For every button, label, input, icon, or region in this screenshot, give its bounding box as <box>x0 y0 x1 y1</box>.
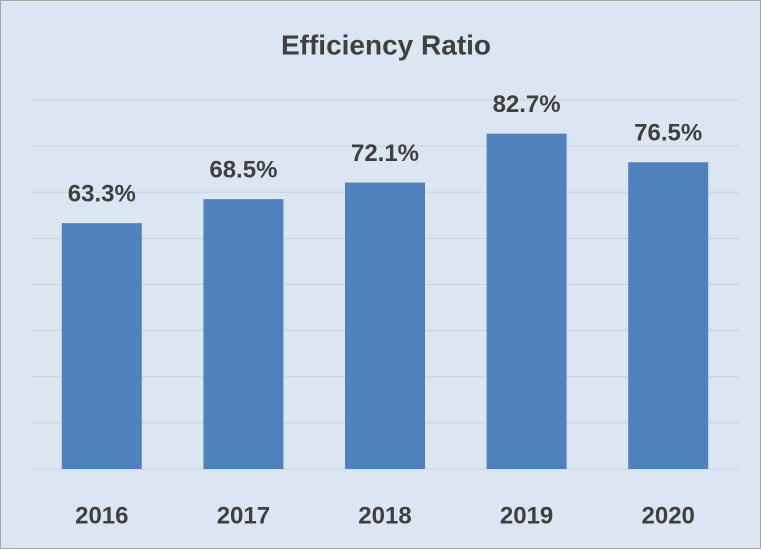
data-label: 76.5% <box>634 120 702 147</box>
bar <box>61 223 142 469</box>
bar <box>486 133 567 469</box>
x-tick-label: 2020 <box>642 502 695 529</box>
x-tick-label: 2016 <box>75 502 128 529</box>
bar <box>628 162 709 470</box>
data-label: 72.1% <box>351 140 419 167</box>
x-tick-label: 2018 <box>358 502 411 529</box>
chart-title: Efficiency Ratio <box>281 29 491 60</box>
x-tick-label: 2019 <box>500 502 553 529</box>
bar <box>203 199 284 469</box>
bar <box>345 182 425 469</box>
data-label: 82.7% <box>493 91 561 118</box>
x-tick-label: 2017 <box>217 502 270 529</box>
data-label: 68.5% <box>209 157 277 184</box>
data-label: 63.3% <box>68 180 136 207</box>
